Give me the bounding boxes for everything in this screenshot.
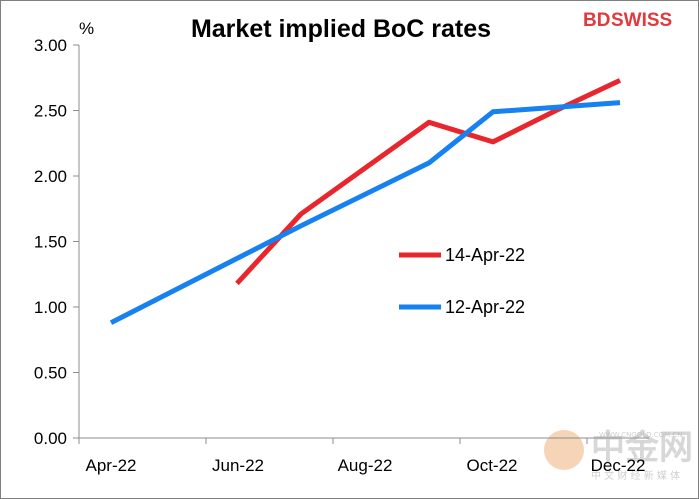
watermark-sub-text: 中 文 财 经 新 媒 体 <box>591 469 680 482</box>
legend: 14-Apr-22 12-Apr-22 <box>399 245 525 317</box>
y-tick-label: 2.50 <box>34 102 67 121</box>
watermark: 中金网 中 文 财 经 新 媒 体 WWW.CNGOLD.COM.CN <box>544 428 693 482</box>
watermark-main-text: 中金网 <box>591 428 693 468</box>
y-tick-label: 0.50 <box>34 364 67 383</box>
series-layer <box>109 78 622 325</box>
watermark-url-text: WWW.CNGOLD.COM.CN <box>599 431 683 439</box>
logo-bd-text: BD <box>583 10 610 31</box>
watermark-logo-icon <box>544 430 584 470</box>
y-tick-label: 3.00 <box>34 36 67 55</box>
y-tick-label: 2.00 <box>34 167 67 186</box>
bdswiss-logo: BD SWISS <box>583 10 672 31</box>
chart-title: Market implied BoC rates <box>191 15 491 43</box>
y-axis-unit: % <box>79 19 94 38</box>
x-tick-label: Aug-22 <box>338 456 393 475</box>
y-tick-label: 0.00 <box>34 429 67 448</box>
x-tick-label: Jun-22 <box>212 456 264 475</box>
x-tick-label: Dec-22 <box>591 456 646 475</box>
legend-label: 12-Apr-22 <box>445 297 525 317</box>
series-line-12-Apr-22 <box>109 100 621 325</box>
logo-swiss-text: SWISS <box>611 10 672 31</box>
x-tick-label: Apr-22 <box>85 456 136 475</box>
x-tick-label: Oct-22 <box>466 456 517 475</box>
axes: 0.00 0.50 1.00 1.50 2.00 2.50 3.00 Apr-22 Jun-22… <box>34 36 649 475</box>
y-tick-label: 1.00 <box>34 298 67 317</box>
y-tick-label: 1.50 <box>34 233 67 252</box>
legend-label: 14-Apr-22 <box>445 245 525 265</box>
